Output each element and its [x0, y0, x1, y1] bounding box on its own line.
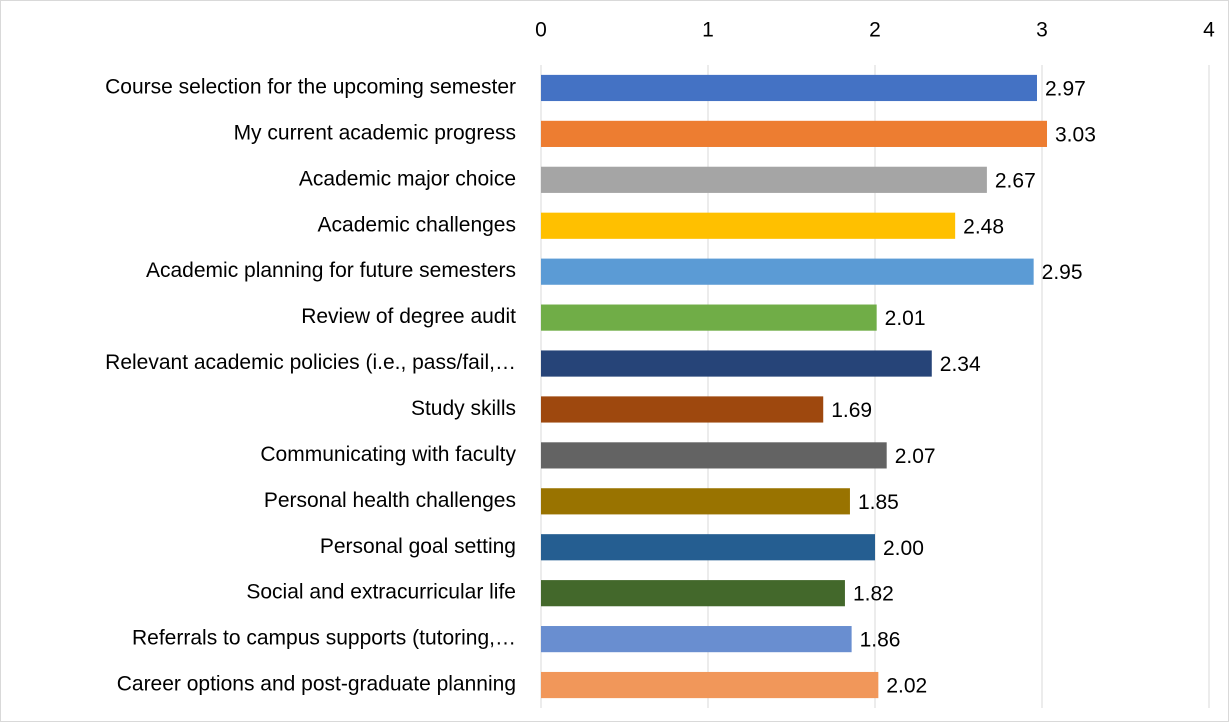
bar	[541, 350, 932, 377]
value-label: 1.69	[831, 399, 872, 422]
value-label: 2.00	[883, 537, 924, 560]
bar	[541, 120, 1048, 147]
bar	[541, 442, 887, 469]
y-tick-label: Course selection for the upcoming semest…	[105, 76, 516, 99]
bar	[541, 580, 845, 607]
value-label: 2.34	[940, 353, 981, 376]
x-tick-label: 3	[1036, 19, 1048, 42]
y-tick-label: Referrals to campus supports (tutoring,…	[132, 627, 516, 650]
x-tick-label: 2	[869, 19, 881, 42]
y-tick-label: My current academic progress	[234, 121, 516, 144]
bar	[541, 212, 956, 239]
bar	[541, 166, 987, 193]
value-label: 2.95	[1042, 261, 1083, 284]
y-tick-label: Academic challenges	[318, 213, 516, 236]
value-label: 2.02	[886, 675, 927, 698]
x-tick-label: 0	[535, 19, 547, 42]
bar	[541, 488, 850, 515]
bar	[541, 258, 1034, 285]
bar	[541, 396, 824, 423]
bar	[541, 304, 877, 331]
x-tick-label: 4	[1203, 19, 1215, 42]
y-tick-label: Social and extracurricular life	[246, 581, 516, 604]
bar	[541, 626, 852, 653]
y-tick-label: Review of degree audit	[301, 305, 516, 328]
y-tick-label: Study skills	[411, 397, 516, 420]
value-label: 3.03	[1055, 123, 1096, 146]
y-tick-label: Academic planning for future semesters	[146, 259, 516, 282]
y-tick-label: Career options and post-graduate plannin…	[117, 673, 516, 696]
value-label: 1.86	[860, 629, 901, 652]
y-tick-label: Relevant academic policies (i.e., pass/f…	[105, 351, 516, 374]
value-label: 2.48	[963, 215, 1004, 238]
bar	[541, 671, 879, 699]
value-label: 2.01	[885, 307, 926, 330]
value-label: 1.85	[858, 491, 899, 514]
value-label: 2.67	[995, 169, 1036, 192]
x-tick-label: 1	[702, 19, 714, 42]
y-tick-label: Personal goal setting	[320, 535, 516, 558]
bar	[541, 534, 875, 561]
y-tick-label: Academic major choice	[299, 167, 516, 190]
y-tick-label: Personal health challenges	[264, 489, 516, 512]
bar	[541, 74, 1037, 102]
value-label: 2.97	[1045, 78, 1086, 101]
y-tick-label: Communicating with faculty	[260, 443, 516, 466]
value-label: 2.07	[895, 445, 936, 468]
value-label: 1.82	[853, 583, 894, 606]
